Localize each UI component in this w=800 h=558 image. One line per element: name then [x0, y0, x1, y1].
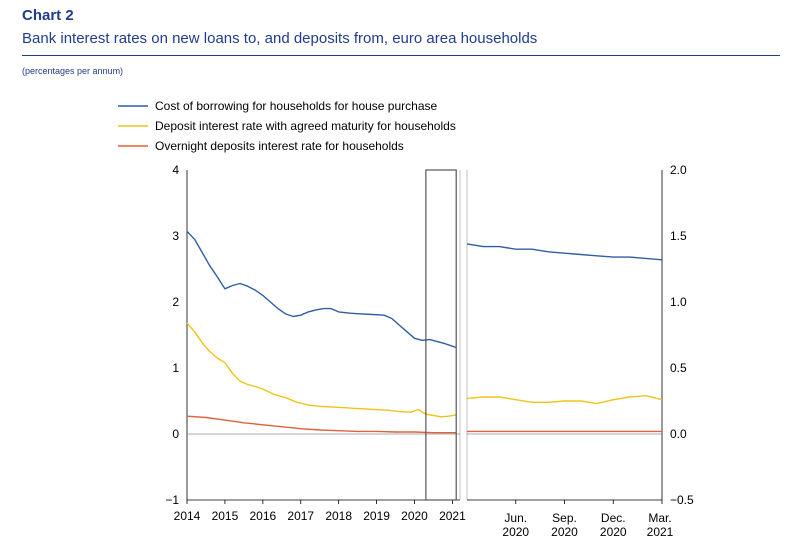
right-x-tick-year: 2020 — [502, 525, 529, 539]
right-y-tick-label: 2.0 — [670, 163, 687, 177]
zoom-highlight-box — [425, 169, 457, 501]
left-x-tick-label: 2020 — [401, 509, 428, 523]
right-series-line-0 — [466, 243, 663, 261]
right-x-tick-month: Dec. — [601, 511, 626, 525]
chart-title: Bank interest rates on new loans to, and… — [22, 30, 538, 47]
left-x-tick-label: 2016 — [249, 509, 276, 523]
right-series-line-1 — [466, 395, 663, 405]
right-x-tick-month: Mar. — [648, 511, 671, 525]
right-x-tick-year: 2020 — [551, 525, 578, 539]
left-x-tick-label: 2021 — [439, 509, 466, 523]
left-series-line-2 — [186, 415, 457, 434]
right-x-tick-month: Sep. — [552, 511, 577, 525]
units-note: (percentages per annum) — [22, 66, 124, 76]
left-series-line-1 — [186, 322, 457, 418]
right-x-tick-year: 2021 — [647, 525, 674, 539]
left-y-tick-label: −1 — [165, 493, 179, 507]
right-y-tick-label: 1.0 — [670, 295, 687, 309]
legend-label-0: Cost of borrowing for households for hou… — [155, 99, 437, 113]
left-x-tick-label: 2019 — [363, 509, 390, 523]
chart-header: Chart 2 Bank interest rates on new loans… — [22, 6, 782, 50]
left-y-tick-label: 1 — [172, 361, 179, 375]
left-y-tick-label: 0 — [172, 427, 179, 441]
right-y-tick-label: 1.5 — [670, 229, 687, 243]
left-y-tick-label: 4 — [172, 163, 179, 177]
chart-number: Chart 2 — [22, 7, 74, 24]
header-divider — [22, 55, 780, 56]
right-y-tick-label: −0.5 — [670, 493, 694, 507]
left-x-tick-label: 2014 — [174, 509, 201, 523]
right-x-tick-month: Jun. — [504, 511, 527, 525]
left-series-line-0 — [186, 230, 457, 349]
left-x-tick-label: 2017 — [287, 509, 314, 523]
right-y-tick-label: 0.5 — [670, 361, 687, 375]
legend-label-2: Overnight deposits interest rate for hou… — [155, 139, 404, 153]
right-y-tick-label: 0.0 — [670, 427, 687, 441]
left-y-tick-label: 3 — [172, 229, 179, 243]
legend-label-1: Deposit interest rate with agreed maturi… — [155, 119, 456, 133]
right-x-tick-year: 2020 — [600, 525, 627, 539]
left-x-tick-label: 2015 — [212, 509, 239, 523]
left-y-tick-label: 2 — [172, 295, 179, 309]
left-x-tick-label: 2018 — [325, 509, 352, 523]
